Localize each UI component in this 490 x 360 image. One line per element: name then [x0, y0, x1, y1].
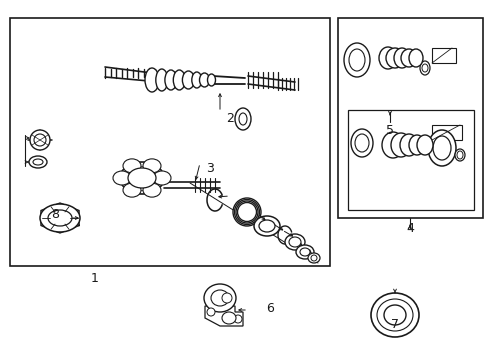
Ellipse shape — [311, 255, 317, 261]
Ellipse shape — [34, 134, 46, 146]
Bar — [348, 110, 474, 210]
Ellipse shape — [455, 149, 465, 161]
Polygon shape — [205, 306, 243, 326]
Ellipse shape — [379, 47, 397, 69]
Text: 1: 1 — [91, 271, 99, 284]
Text: 2: 2 — [226, 112, 234, 125]
Ellipse shape — [259, 220, 275, 232]
Ellipse shape — [428, 130, 456, 166]
Text: 6: 6 — [266, 302, 274, 315]
Ellipse shape — [422, 64, 428, 72]
Ellipse shape — [173, 70, 185, 90]
Ellipse shape — [239, 113, 247, 125]
Ellipse shape — [192, 72, 202, 88]
Ellipse shape — [236, 201, 258, 223]
Ellipse shape — [120, 162, 164, 194]
Ellipse shape — [238, 202, 256, 221]
Ellipse shape — [344, 43, 370, 77]
Ellipse shape — [143, 183, 161, 197]
Ellipse shape — [165, 70, 177, 90]
Ellipse shape — [113, 171, 131, 185]
Ellipse shape — [222, 293, 232, 303]
Ellipse shape — [409, 49, 423, 67]
Ellipse shape — [40, 204, 80, 232]
Ellipse shape — [145, 68, 159, 92]
Ellipse shape — [371, 293, 419, 337]
Ellipse shape — [143, 159, 161, 173]
Text: 7: 7 — [391, 319, 399, 332]
Ellipse shape — [48, 210, 72, 226]
Ellipse shape — [211, 290, 229, 306]
Ellipse shape — [300, 248, 310, 256]
Polygon shape — [432, 48, 456, 63]
Ellipse shape — [29, 156, 47, 168]
Ellipse shape — [386, 48, 404, 68]
Ellipse shape — [233, 198, 261, 226]
Ellipse shape — [355, 134, 369, 152]
Ellipse shape — [401, 49, 417, 67]
Ellipse shape — [394, 48, 410, 68]
Ellipse shape — [285, 234, 305, 250]
Ellipse shape — [207, 74, 216, 86]
Ellipse shape — [207, 308, 215, 316]
Ellipse shape — [420, 61, 430, 75]
Bar — [10, 18, 330, 266]
Text: 5: 5 — [386, 123, 394, 136]
Text: 8: 8 — [51, 208, 59, 221]
Ellipse shape — [384, 305, 406, 325]
Ellipse shape — [308, 253, 320, 263]
Ellipse shape — [349, 49, 365, 71]
Ellipse shape — [235, 108, 251, 130]
Ellipse shape — [400, 134, 418, 156]
Ellipse shape — [30, 130, 50, 150]
Ellipse shape — [433, 136, 451, 160]
Ellipse shape — [289, 237, 301, 247]
Ellipse shape — [222, 312, 236, 324]
Ellipse shape — [128, 168, 156, 188]
Ellipse shape — [391, 133, 411, 157]
Ellipse shape — [156, 69, 168, 91]
Ellipse shape — [182, 71, 195, 89]
Text: 4: 4 — [406, 221, 414, 234]
Ellipse shape — [296, 245, 314, 259]
Ellipse shape — [199, 73, 210, 87]
Ellipse shape — [351, 129, 373, 157]
Ellipse shape — [153, 171, 171, 185]
Ellipse shape — [377, 299, 413, 331]
Ellipse shape — [382, 132, 404, 158]
Ellipse shape — [409, 135, 425, 155]
Ellipse shape — [417, 135, 433, 155]
Bar — [338, 18, 483, 218]
Polygon shape — [432, 125, 462, 140]
Text: 3: 3 — [206, 162, 214, 175]
Ellipse shape — [254, 216, 280, 236]
Ellipse shape — [33, 159, 43, 165]
Ellipse shape — [457, 151, 463, 159]
Ellipse shape — [234, 315, 242, 323]
Ellipse shape — [204, 284, 236, 312]
Ellipse shape — [235, 199, 260, 225]
Ellipse shape — [123, 159, 141, 173]
Ellipse shape — [123, 183, 141, 197]
